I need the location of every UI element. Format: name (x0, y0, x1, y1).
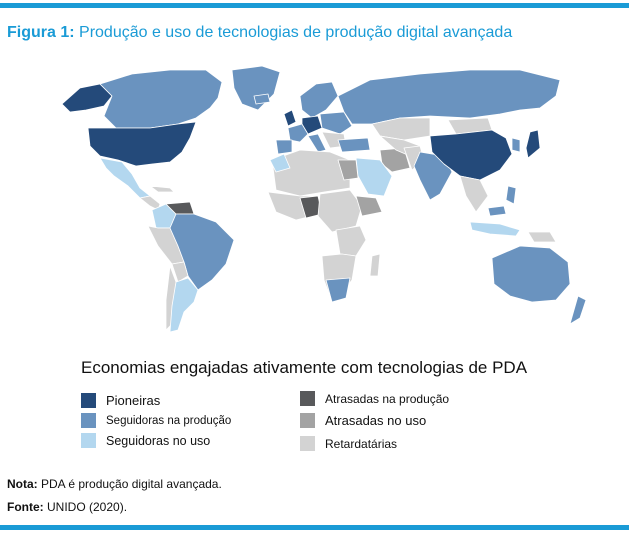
legend-label: Retardatárias (325, 436, 398, 451)
note-text: PDA é produção digital avançada. (41, 477, 222, 491)
legend-swatch (300, 413, 315, 428)
legend-swatch (81, 433, 96, 448)
figure-label: Figura 1: (7, 24, 75, 41)
region-madagascar (369, 253, 381, 277)
region-uk (283, 109, 297, 127)
legend-item-seguidoras-producao: Seguidoras na produção (81, 413, 231, 428)
figure-title: Figura 1: Produção e uso de tecnologias … (7, 24, 512, 42)
legend-label: Pioneiras (106, 393, 161, 408)
region-ethiopia (355, 195, 383, 217)
source-text: UNIDO (2020). (47, 500, 128, 514)
region-scandinavia (299, 81, 339, 119)
region-iceland (253, 93, 271, 105)
legend-item-retardatarias: Retardatárias (300, 436, 397, 451)
region-morocco (269, 153, 291, 173)
region-argentina (169, 277, 199, 333)
region-central-africa (317, 189, 363, 233)
legend-item-atrasadas-producao: Atrasadas na produção (300, 391, 449, 406)
region-bolivia (171, 261, 189, 283)
region-alaska (61, 83, 113, 113)
region-korea (511, 137, 521, 153)
region-papua (527, 231, 557, 243)
region-turkey (337, 137, 371, 153)
legend-label: Seguidoras na produção (106, 414, 232, 427)
legend-item-atrasadas-uso: Atrasadas no uso (300, 413, 426, 428)
region-new-zealand (569, 295, 587, 325)
legend-label: Atrasadas na produção (325, 391, 450, 406)
legend-item-seguidoras-uso: Seguidoras no uso (81, 433, 210, 448)
figure-source: Fonte: UNIDO (2020). (7, 500, 127, 514)
region-indonesia (469, 221, 521, 237)
region-japan (525, 129, 541, 159)
region-south-africa (325, 277, 351, 303)
figure-title-text: Produção e uso de tecnologias de produçã… (79, 24, 513, 41)
region-canada (99, 69, 223, 129)
region-italy (307, 133, 327, 153)
region-malaysia (487, 205, 507, 217)
region-southeast-asia (459, 175, 489, 213)
figure-note: Nota: PDA é produção digital avançada. (7, 477, 222, 491)
world-map (61, 65, 587, 333)
region-china (429, 129, 513, 181)
region-australia (491, 245, 571, 303)
region-north-africa (271, 149, 351, 197)
legend-label: Seguidoras no uso (106, 433, 211, 448)
region-egypt (337, 159, 359, 181)
legend-item-pioneiras: Pioneiras (81, 393, 160, 408)
bottom-rule (0, 525, 629, 530)
region-cuba (149, 185, 175, 193)
note-label: Nota: (7, 477, 38, 491)
legend-title: Economias engajadas ativamente com tecno… (81, 358, 528, 377)
legend-swatch (81, 393, 96, 408)
legend-swatch (300, 436, 315, 451)
region-france (287, 123, 309, 143)
region-germany (301, 115, 323, 135)
source-label: Fonte: (7, 500, 44, 514)
top-rule (0, 3, 629, 8)
region-east-africa (335, 225, 367, 257)
region-eastern-europe (319, 111, 353, 135)
region-philippines (505, 185, 517, 205)
region-brazil (169, 213, 235, 291)
legend-label: Atrasadas no uso (325, 413, 427, 428)
region-usa (87, 121, 197, 167)
region-iberia (275, 139, 293, 155)
region-russia (337, 69, 561, 125)
legend-swatch (81, 413, 96, 428)
legend-swatch (300, 391, 315, 406)
